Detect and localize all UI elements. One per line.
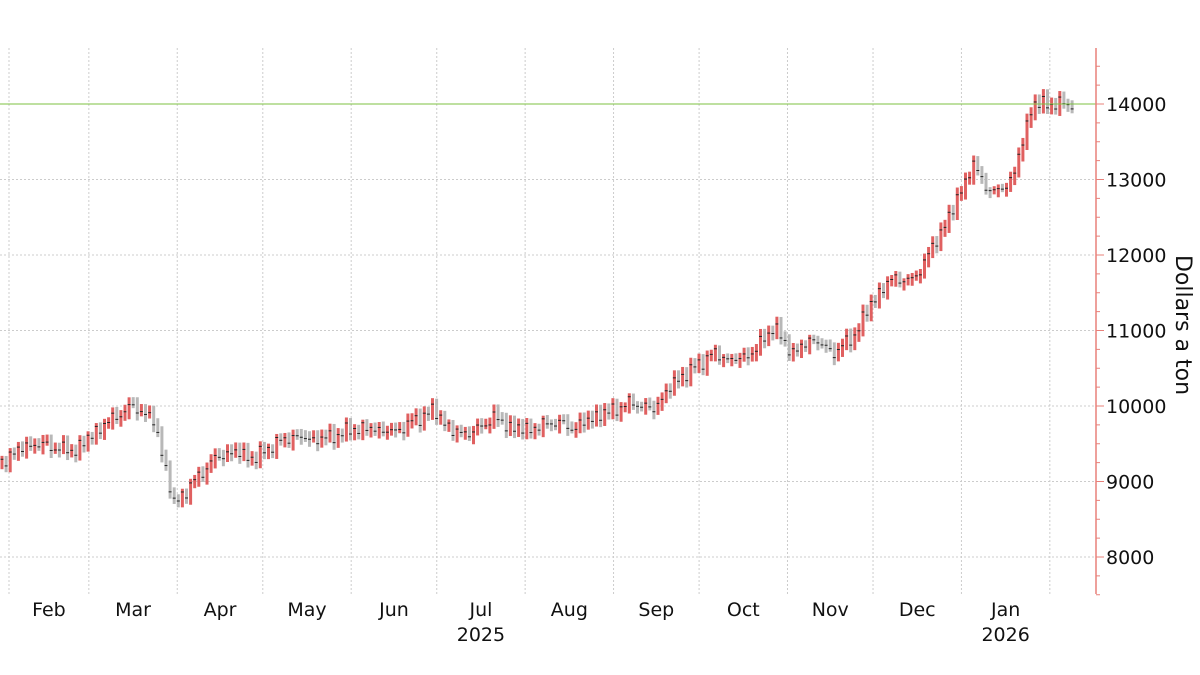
- y-tick-label: 14000: [1106, 94, 1166, 116]
- y-tick-label: 13000: [1106, 170, 1166, 192]
- x-month-label: Oct: [727, 599, 760, 621]
- y-tick-label: 8000: [1106, 547, 1154, 569]
- y-tick-label: 12000: [1106, 245, 1166, 267]
- x-month-label: Jan: [990, 599, 1020, 621]
- y-axis: 8000 9000 10000 11000 12000 13000 14000: [1095, 48, 1166, 596]
- x-year-label: 2026: [981, 624, 1029, 646]
- y-axis-title: Dollars a ton: [1170, 255, 1195, 395]
- x-month-label: Sep: [638, 599, 674, 621]
- x-month-label: Jun: [378, 599, 409, 621]
- gridlines: [0, 48, 1096, 594]
- x-month-label: Dec: [899, 599, 936, 621]
- x-month-label: May: [287, 599, 326, 621]
- x-month-label: Nov: [812, 599, 849, 621]
- x-month-label: Mar: [115, 599, 151, 621]
- price-bars: [0, 89, 1074, 508]
- x-month-label: Feb: [32, 599, 66, 621]
- y-tick-label: 11000: [1106, 321, 1166, 343]
- y-tick-label: 10000: [1106, 396, 1166, 418]
- x-month-label: Aug: [551, 599, 588, 621]
- x-month-label: Jul: [468, 599, 492, 621]
- x-month-label: Apr: [204, 599, 237, 621]
- x-axis-labels: Feb Mar Apr May Jun Jul 2025 Aug Sep Oct Nov Dec Jan…: [32, 599, 1030, 646]
- y-tick-label: 9000: [1106, 472, 1154, 494]
- x-year-label: 2025: [457, 624, 505, 646]
